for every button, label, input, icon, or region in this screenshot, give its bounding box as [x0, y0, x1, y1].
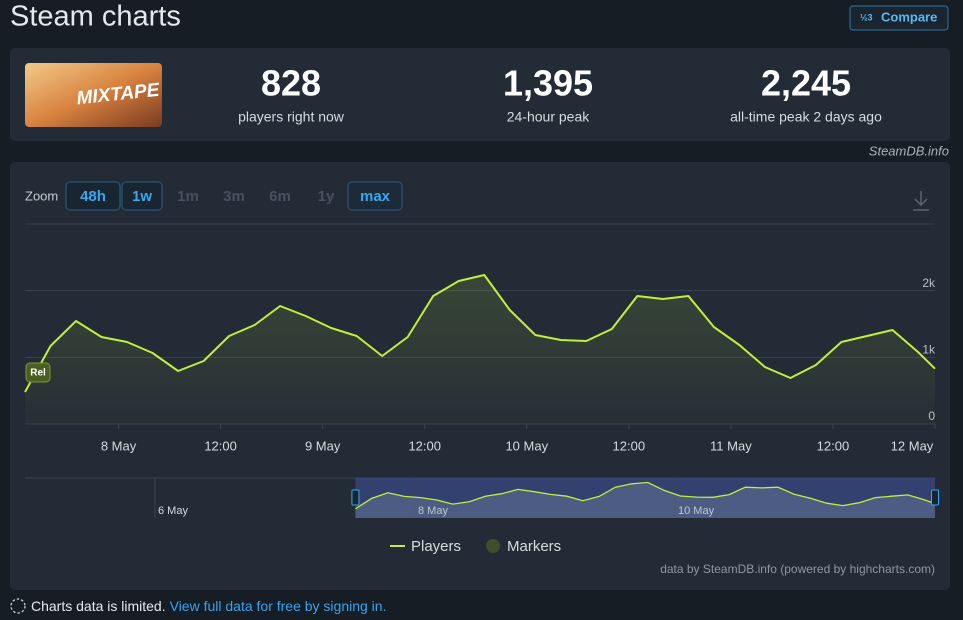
annotation-badge	[25, 362, 51, 383]
navigator-area	[355, 482, 935, 518]
notice-text: Charts data is limited.	[31, 598, 166, 614]
zoom-label: Zoom	[25, 188, 58, 203]
players-line	[24, 274, 936, 393]
game-image	[25, 63, 162, 127]
zoom-button-label: 3m	[223, 188, 245, 205]
legend-marker-swatch	[486, 539, 500, 553]
zoom-button	[65, 181, 121, 211]
legend-label[interactable]: Markers	[507, 538, 561, 555]
navigator-line	[355, 481, 936, 510]
navigator-tick-label: 10 May	[678, 505, 715, 517]
zoom-button	[347, 181, 403, 211]
stat-value: 2,245	[761, 63, 851, 104]
y-tick-label: 1k	[922, 343, 936, 357]
x-tick-label: 12:00	[408, 438, 441, 453]
zoom-button-label: 1y	[318, 188, 335, 205]
stat-label: all-time peak 2 days ago	[730, 109, 882, 125]
x-tick-label: 12:00	[817, 438, 850, 453]
compare-label[interactable]: Compare	[881, 9, 937, 24]
zoom-button-label: 6m	[269, 188, 291, 205]
notice-icon	[10, 598, 26, 614]
zoom-button-label: 1m	[177, 188, 199, 205]
page-title: Steam charts	[10, 1, 181, 33]
legend-label[interactable]: Players	[411, 538, 461, 555]
stats-panel	[10, 48, 950, 141]
x-tick-label: 12:00	[204, 438, 237, 453]
x-tick-label: 9 May	[305, 438, 341, 453]
x-tick-label: 12 May	[891, 438, 934, 453]
signin-link[interactable]: View full data for free by signing in.	[170, 598, 387, 614]
zoom-button	[121, 181, 163, 211]
zoom-button-label[interactable]: 48h	[80, 188, 106, 205]
source-label: SteamDB.info	[869, 143, 949, 158]
footer-notice: Charts data is limited. View full data fo…	[31, 598, 386, 614]
y-tick-label: 2k	[922, 276, 936, 290]
stat-value: 828	[261, 63, 321, 104]
navigator-handle[interactable]	[931, 489, 939, 506]
navigator-tick-label: 8 May	[418, 505, 448, 517]
stat-label: 24-hour peak	[507, 109, 591, 125]
download-icon[interactable]	[913, 191, 929, 211]
zoom-button-label[interactable]: max	[360, 188, 391, 205]
chart-credit: data by SteamDB.info (powered by highcha…	[660, 562, 935, 576]
compare-button[interactable]	[849, 5, 949, 31]
navigator-tick-label: 6 May	[158, 505, 188, 517]
download-glyph	[913, 191, 929, 211]
compare-icon: ½3	[860, 12, 873, 22]
x-tick-label: 10 May	[505, 438, 548, 453]
stat-value: 1,395	[503, 63, 593, 104]
stat-label: players right now	[238, 109, 345, 125]
x-tick-label: 12:00	[613, 438, 646, 453]
x-tick-label: 8 May	[101, 438, 137, 453]
navigator-selection	[355, 478, 936, 518]
players-area	[25, 275, 935, 424]
zoom-button-label[interactable]: 1w	[132, 188, 152, 205]
x-tick-label: 11 May	[710, 438, 752, 453]
annotation-label: Rel	[30, 368, 46, 379]
navigator-handle[interactable]	[351, 489, 360, 506]
